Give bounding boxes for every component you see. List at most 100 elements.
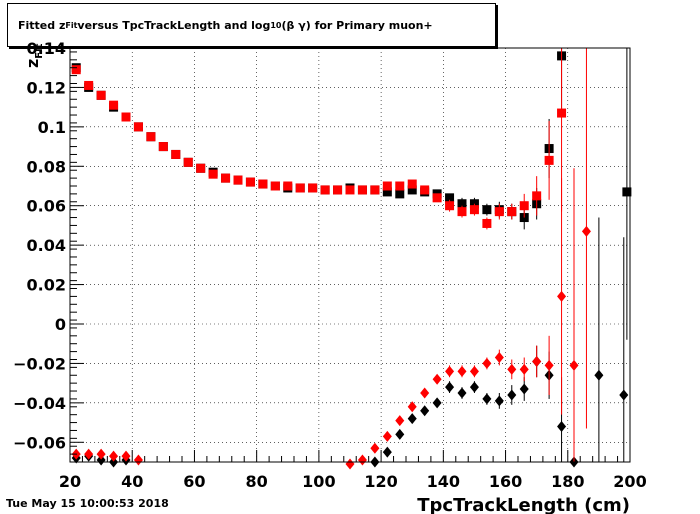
x-axis-label: TpcTrackLength (cm): [417, 495, 630, 514]
y-tick-label: −0.04: [13, 394, 66, 413]
data-point: [109, 100, 119, 110]
x-tick-label: 160: [489, 472, 522, 491]
x-tick-label: 180: [551, 472, 584, 491]
data-point: [345, 458, 355, 470]
data-point: [619, 389, 629, 401]
y-tick-label: 0.04: [27, 236, 66, 255]
data-point: [382, 187, 392, 197]
data-point: [544, 155, 554, 165]
data-point: [457, 207, 467, 217]
data-point: [432, 193, 442, 203]
data-point: [407, 413, 417, 425]
data-point: [382, 430, 392, 442]
y-tick-label: 0.12: [27, 78, 66, 97]
x-tick-label: 20: [59, 472, 81, 491]
y-tick-label: 0.06: [27, 197, 66, 216]
data-point: [395, 189, 405, 199]
data-point: [121, 112, 131, 122]
series-diamond-red: [71, 48, 591, 470]
x-tick-label: 140: [427, 472, 460, 491]
data-series: [71, 48, 632, 470]
data-point: [482, 205, 492, 215]
data-point: [445, 193, 455, 203]
data-point: [245, 177, 255, 187]
y-tick-label: −0.02: [13, 354, 66, 373]
plot-frame: [69, 47, 631, 463]
data-point: [457, 387, 467, 399]
data-point: [395, 415, 405, 427]
data-point: [233, 175, 243, 185]
y-tick-label: −0.06: [13, 433, 66, 452]
y-tick-label: 0.08: [27, 157, 66, 176]
data-point: [420, 405, 430, 417]
data-point: [357, 454, 367, 466]
title-suffix: (β γ) for Primary muon+: [281, 18, 433, 32]
x-tick-label: 40: [121, 472, 143, 491]
data-point: [581, 225, 591, 237]
y-tick-label: 0.1: [38, 118, 66, 137]
x-tick-label: 80: [246, 472, 268, 491]
data-point: [445, 201, 455, 211]
data-point: [494, 352, 504, 364]
data-point: [121, 450, 131, 462]
data-point: [320, 185, 330, 195]
data-point: [557, 290, 567, 302]
data-point: [84, 80, 94, 90]
title-middle: versus TpcTrackLength and log: [77, 18, 271, 32]
data-point: [432, 373, 442, 385]
timestamp: Tue May 15 10:00:53 2018: [6, 497, 169, 510]
data-point: [171, 149, 181, 159]
data-point: [507, 363, 517, 375]
data-point: [594, 369, 604, 381]
data-point: [507, 389, 517, 401]
axes: 20 40 60 80 100 120 140 160 180 200 −0.06 −0.04 −0.0…: [13, 39, 647, 491]
data-point: [445, 365, 455, 377]
series-square-red: [71, 48, 567, 230]
data-point: [395, 181, 405, 191]
data-point: [183, 157, 193, 167]
x-tick-label: 60: [183, 472, 205, 491]
data-point: [482, 218, 492, 228]
data-point: [96, 448, 106, 460]
x-tick-label: 200: [613, 472, 646, 491]
data-point: [519, 383, 529, 395]
data-point: [96, 454, 106, 466]
data-point: [370, 185, 380, 195]
data-point: [445, 381, 455, 393]
data-point: [221, 173, 231, 183]
x-tick-label: 120: [364, 472, 397, 491]
y-tick-label: 0.02: [27, 276, 66, 295]
data-point: [208, 169, 218, 179]
data-point: [494, 395, 504, 407]
data-point: [133, 122, 143, 132]
data-point: [370, 442, 380, 454]
data-point: [382, 181, 392, 191]
y-tick-label: 0: [55, 315, 66, 334]
data-point: [519, 363, 529, 375]
data-point: [494, 207, 504, 217]
data-point: [295, 183, 305, 193]
series-diamond-black: [71, 217, 629, 468]
data-point: [308, 183, 318, 193]
data-point: [96, 90, 106, 100]
data-point: [133, 454, 143, 466]
title-log-subscript: 10: [270, 20, 282, 30]
data-point: [357, 185, 367, 195]
data-point: [395, 428, 405, 440]
data-point: [196, 163, 206, 173]
data-point: [258, 179, 268, 189]
data-point: [469, 381, 479, 393]
data-point: [109, 450, 119, 462]
data-point: [345, 185, 355, 195]
chart-title: Fitted z Fit versus TpcTrackLength and lo…: [7, 3, 496, 47]
data-point: [146, 132, 156, 142]
data-point: [557, 108, 567, 118]
data-point: [457, 199, 467, 209]
data-point: [71, 65, 81, 75]
data-point: [519, 201, 529, 211]
data-point: [158, 142, 168, 152]
data-point: [622, 187, 632, 197]
title-prefix: Fitted z: [18, 18, 66, 32]
grid-lines: [70, 48, 630, 462]
